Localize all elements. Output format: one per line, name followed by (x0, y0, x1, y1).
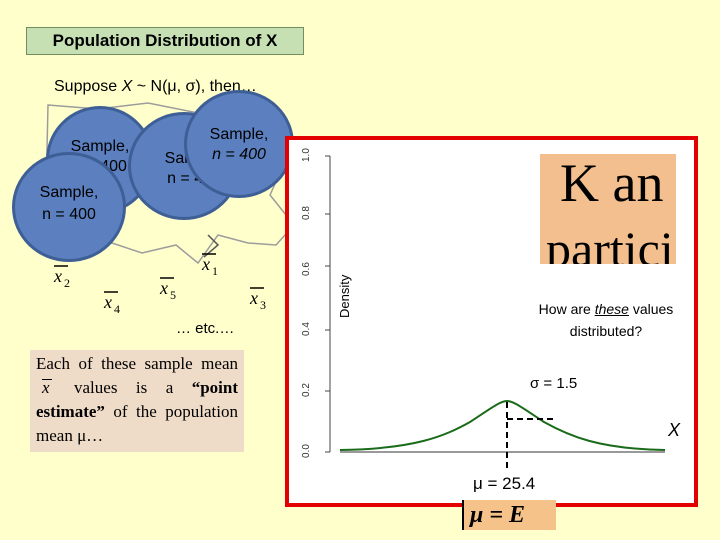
y-tick: 0.0 (301, 444, 312, 458)
y-axis-label: Density (337, 274, 352, 318)
k-image: K an partici (540, 154, 676, 264)
svg-text:x: x (249, 288, 258, 308)
svg-text:x: x (103, 292, 112, 312)
sample-circle: Sample, n = 400 (12, 152, 126, 262)
svg-text:2: 2 (64, 276, 70, 290)
mu-label: μ = 25.4 (473, 474, 536, 493)
etc-text: … etc.… (176, 320, 235, 337)
svg-text:5: 5 (170, 288, 176, 302)
normal-density-curve (339, 399, 666, 451)
svg-text:4: 4 (114, 302, 120, 316)
distribution-question: How are these values distributed? (538, 301, 674, 339)
density-plot: 0.0 0.2 0.4 0.6 0.8 1.0 (301, 148, 666, 468)
y-tick: 0.8 (301, 206, 312, 220)
x-axis-label: X (668, 420, 681, 440)
y-tick: 0.2 (301, 383, 312, 397)
svg-text:x: x (201, 254, 210, 274)
svg-text:x: x (159, 278, 168, 298)
y-tick: 1.0 (301, 148, 312, 162)
svg-text:3: 3 (260, 298, 266, 312)
expectation-formula: μ = E (462, 500, 556, 530)
sigma-label: σ = 1.5 (530, 375, 578, 392)
sample-circle: Sample, n = 400 (184, 90, 294, 198)
slide-title: Population Distribution of X (26, 27, 304, 55)
svg-text:1: 1 (212, 264, 218, 278)
point-estimate-note: Each of these sample mean x values is a … (30, 350, 244, 452)
svg-text:x: x (53, 266, 62, 286)
y-tick: 0.6 (301, 262, 312, 276)
y-tick: 0.4 (301, 322, 312, 336)
